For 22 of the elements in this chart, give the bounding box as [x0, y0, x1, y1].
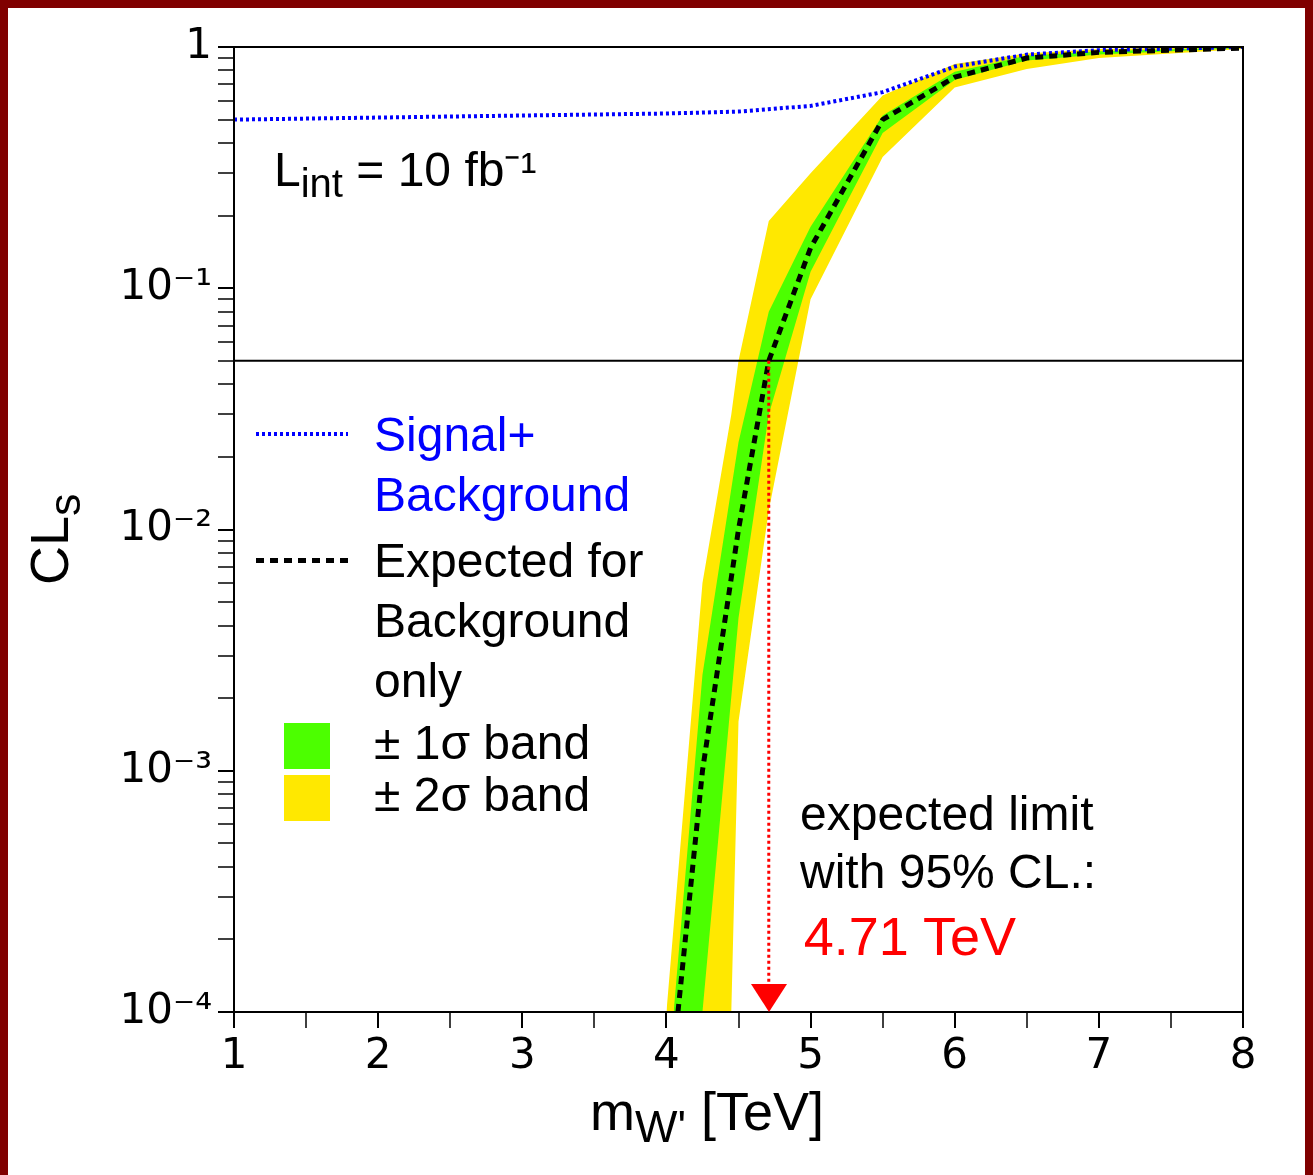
- y-tick-label: 10⁻¹: [119, 260, 212, 310]
- legend-label: ± 2σ band: [374, 768, 592, 821]
- x-tick-label: 4: [653, 1029, 680, 1079]
- legend-label: ± 1σ band: [374, 716, 592, 769]
- x-tick-label: 3: [508, 1029, 536, 1079]
- annotation: L$_{int}$ = 10 fb⁻¹: [274, 142, 537, 206]
- annotation: expected limit with 95% CL.:: [800, 786, 1098, 900]
- y-tick-label: 10⁻⁴: [119, 983, 212, 1033]
- y-tick-label: 10⁻³: [119, 742, 212, 792]
- y-tick-label: 10⁻²: [119, 501, 212, 551]
- x-tick-label: 1: [220, 1029, 248, 1079]
- x-axis-title: m$_{W'}$ [TeV]: [590, 1080, 825, 1153]
- legend-label: Signal+ Background: [374, 407, 632, 523]
- line-series: [234, 47, 1243, 122]
- y-tick-label: 1: [185, 18, 212, 68]
- x-tick-label: 5: [797, 1029, 824, 1079]
- x-tick-label: 8: [1229, 1029, 1257, 1079]
- ref-line-label: 4.71 TeV: [803, 905, 1016, 967]
- x-tick-label: 2: [364, 1029, 392, 1079]
- legend-label: Expected for Background only: [374, 533, 645, 709]
- x-tick-label: 6: [941, 1029, 969, 1079]
- x-tick-label: 7: [1085, 1029, 1113, 1079]
